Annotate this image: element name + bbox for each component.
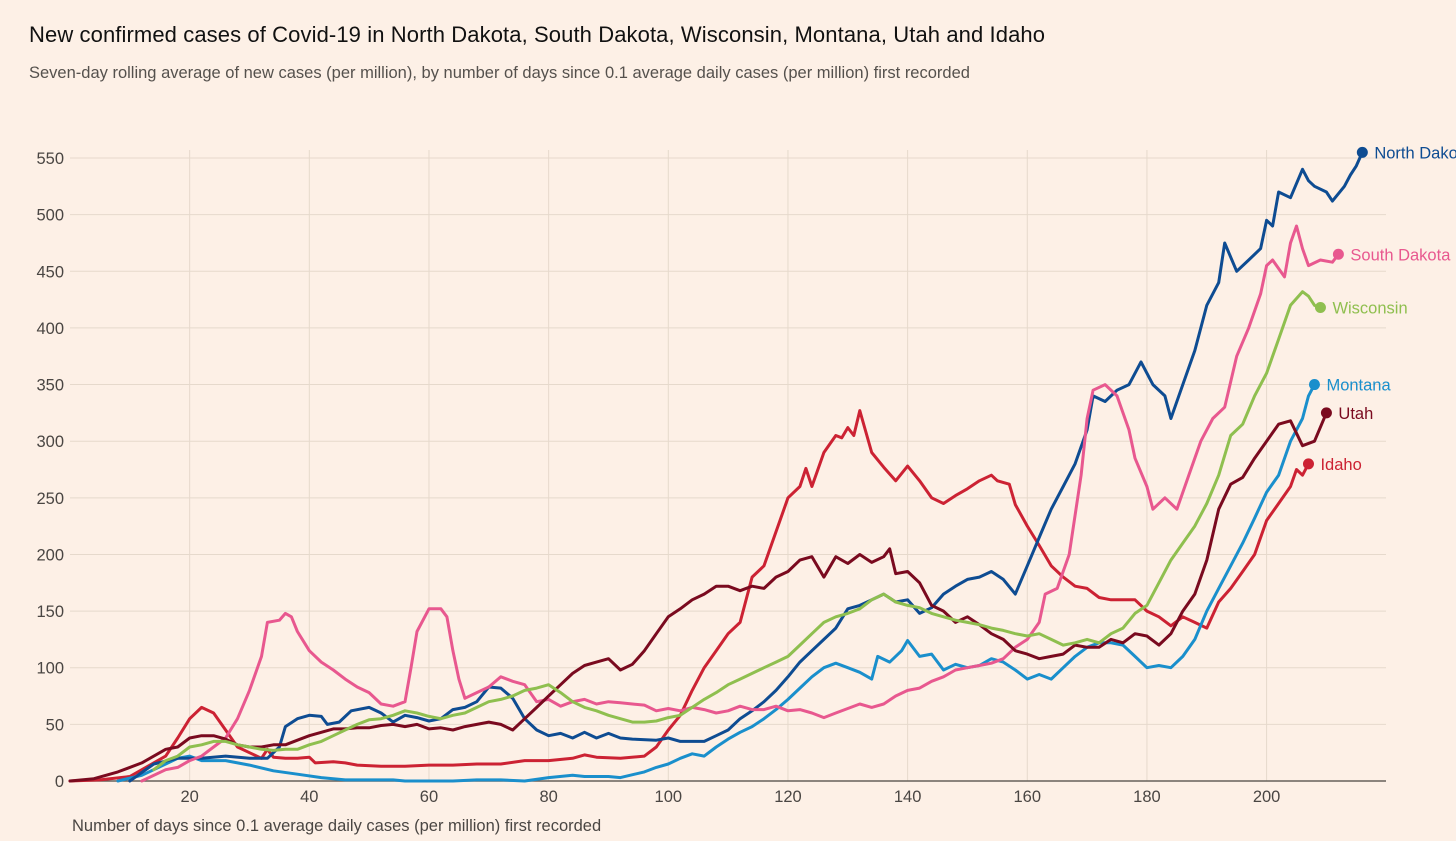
legend-label-utah: Utah	[1338, 405, 1373, 423]
legend-label-north-dakota: North Dakota	[1374, 144, 1456, 162]
x-tick-label: 80	[539, 788, 557, 806]
series-end-marker-montana	[1308, 379, 1320, 391]
series-line-montana	[116, 383, 1316, 783]
x-axis-label: Number of days since 0.1 average daily c…	[72, 817, 601, 835]
y-axis-ticks: 0 50 100 150 200 250 300 350 400 450 500 550	[36, 150, 64, 791]
series-line-wisconsin	[152, 290, 1322, 772]
legend-label-wisconsin: Wisconsin	[1332, 300, 1407, 318]
x-tick-label: 100	[655, 788, 683, 806]
series-line-north-dakota	[128, 150, 1364, 783]
x-tick-label: 20	[180, 788, 198, 806]
chart-subtitle: Seven-day rolling average of new cases (…	[29, 64, 970, 82]
legend-label-montana: Montana	[1326, 377, 1391, 395]
x-axis-ticks: 20 40 60 80 100 120 140 160 180 200	[180, 788, 1280, 806]
x-tick-label: 60	[420, 788, 438, 806]
gridlines	[70, 150, 1386, 781]
series-end-labels: Idaho Montana North Dakota South Dakota Utah…	[1302, 144, 1456, 474]
legend-label-south-dakota: South Dakota	[1350, 246, 1451, 264]
y-tick-label: 100	[36, 660, 64, 678]
y-tick-label: 350	[36, 377, 64, 395]
y-tick-label: 200	[36, 546, 64, 564]
series-end-marker-south-dakota	[1332, 248, 1344, 260]
x-tick-label: 40	[300, 788, 318, 806]
series-end-marker-north-dakota	[1356, 146, 1368, 158]
series-line-utah	[68, 411, 1328, 783]
series-end-marker-utah	[1320, 407, 1332, 419]
x-tick-label: 180	[1133, 788, 1161, 806]
y-tick-label: 500	[36, 207, 64, 225]
chart-title: New confirmed cases of Covid-19 in North…	[29, 22, 1046, 47]
series-line-idaho	[68, 409, 1310, 783]
y-tick-label: 150	[36, 603, 64, 621]
y-tick-label: 550	[36, 150, 64, 168]
y-tick-label: 400	[36, 320, 64, 338]
series-line-south-dakota	[140, 224, 1340, 783]
x-tick-label: 120	[774, 788, 802, 806]
legend-label-idaho: Idaho	[1320, 456, 1361, 474]
series-end-marker-idaho	[1302, 458, 1314, 470]
x-tick-label: 160	[1014, 788, 1042, 806]
series-end-marker-wisconsin	[1314, 302, 1326, 314]
x-tick-label: 140	[894, 788, 922, 806]
series-lines	[68, 150, 1364, 783]
x-tick-label: 200	[1253, 788, 1281, 806]
y-tick-label: 250	[36, 490, 64, 508]
y-tick-label: 50	[46, 716, 64, 734]
y-tick-label: 450	[36, 263, 64, 281]
y-tick-label: 300	[36, 433, 64, 451]
y-tick-label: 0	[55, 773, 64, 791]
